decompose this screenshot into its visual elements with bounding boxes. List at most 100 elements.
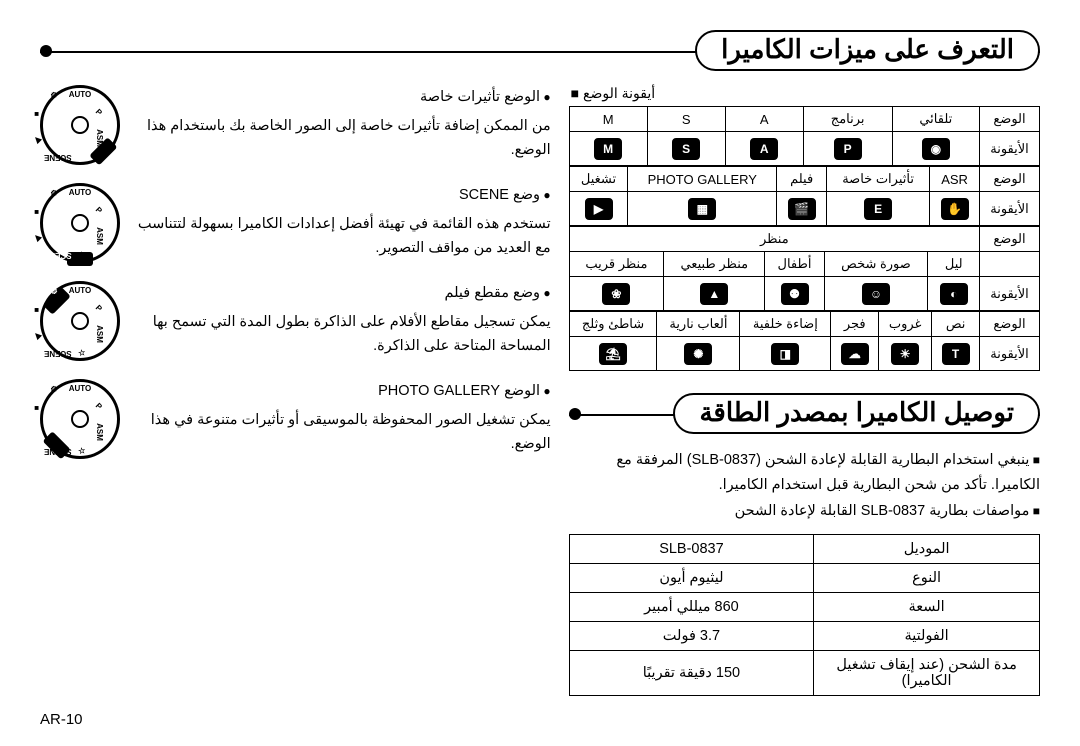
mode-block: AUTOPASM☆SCENE▶■⚙ الوضع تأثيرات خاصة من ال… xyxy=(40,85,551,165)
spec-value: 3.7 فولت xyxy=(569,622,814,651)
mode-title: الوضع تأثيرات خاصة xyxy=(134,85,551,110)
mode-icon: T xyxy=(942,343,970,365)
mode-icon: ⚉ xyxy=(781,283,809,305)
power-notes: ينبغي استخدام البطارية القابلة لإعادة ال… xyxy=(569,448,1040,524)
row-label-mode: الوضع xyxy=(980,312,1040,337)
mode-block: AUTOPASM☆SCENE▶■⚙ وضع SCENE تستخدم هذه الق… xyxy=(40,183,551,263)
mode-body: يمكن تشغيل الصور المحفوظة بالموسيقى أو ت… xyxy=(151,412,551,453)
spec-value: ليثيوم أيون xyxy=(569,564,814,593)
spec-key: النوع xyxy=(814,564,1040,593)
mode-name-cell: نص xyxy=(932,312,980,337)
mode-name-cell: ألعاب نارية xyxy=(657,312,740,337)
mode-title: وضع SCENE xyxy=(134,183,551,208)
mode-icon: ◉ xyxy=(922,138,950,160)
spec-key: الفولتية xyxy=(814,622,1040,651)
mode-dial-icon: AUTOPASM☆SCENE▶■⚙ xyxy=(40,281,120,361)
section-header-features: التعرف على ميزات الكاميرا xyxy=(40,30,1040,71)
mode-reference-tables: الوضعتلقائيبرنامجASMالأيقونة◉PASMالوضعAS… xyxy=(569,106,1040,371)
spec-value: 150 دقيقة تقريبًا xyxy=(569,651,814,696)
mode-name-cell: أطفال xyxy=(765,252,824,277)
mode-icon-cell: ▦ xyxy=(628,192,777,226)
mode-icon-cell: ◨ xyxy=(740,337,831,371)
mode-icon: ▶ xyxy=(585,198,613,220)
mode-icon: ✺ xyxy=(684,343,712,365)
mode-name-cell: إضاءة خلفية xyxy=(740,312,831,337)
mode-icon: ◨ xyxy=(771,343,799,365)
mode-text: الوضع PHOTO GALLERY يمكن تشغيل الصور المح… xyxy=(134,379,551,459)
mode-icon-cell: ▶ xyxy=(569,192,628,226)
header-dot xyxy=(40,45,52,57)
mode-name-cell: تأثيرات خاصة xyxy=(827,167,930,192)
left-column: أيقونة الوضع الوضعتلقائيبرنامجASMالأيقون… xyxy=(569,85,1040,696)
mode-body: تستخدم هذه القائمة في تهيئة أفضل إعدادات… xyxy=(138,216,551,257)
mode-icon-cell: ❀ xyxy=(569,277,663,311)
section-header-power: توصيل الكاميرا بمصدر الطاقة xyxy=(569,393,1040,434)
header-dot xyxy=(569,408,581,420)
row-label-icon: الأيقونة xyxy=(980,277,1040,311)
power-note: مواصفات بطارية SLB-0837 القابلة لإعادة ا… xyxy=(569,499,1040,524)
mode-name-cell: برنامج xyxy=(803,107,892,132)
mode-text: وضع SCENE تستخدم هذه القائمة في تهيئة أفض… xyxy=(134,183,551,263)
mode-icon: 🎬 xyxy=(788,198,816,220)
mode-icon-cell: ✺ xyxy=(657,337,740,371)
mode-dial-icon: AUTOPASM☆SCENE▶■⚙ xyxy=(40,183,120,263)
mode-title: الوضع PHOTO GALLERY xyxy=(134,379,551,404)
row-label-mode: الوضع xyxy=(980,167,1040,192)
mode-ref-table: الوضعتلقائيبرنامجASMالأيقونة◉PASM xyxy=(569,106,1040,166)
mode-icon: ⛱ xyxy=(599,343,627,365)
section-title-features: التعرف على ميزات الكاميرا xyxy=(695,30,1040,71)
mode-name-cell: تشغيل xyxy=(569,167,628,192)
mode-name-cell: تلقائي xyxy=(892,107,979,132)
mode-name-cell: ليل xyxy=(928,252,980,277)
mode-dial-icon: AUTOPASM☆SCENE▶■⚙ xyxy=(40,379,120,459)
mode-icon-cell: ⚉ xyxy=(765,277,824,311)
mode-name-cell: صورة شخص xyxy=(824,252,928,277)
mode-icon: ✋ xyxy=(941,198,969,220)
mode-title: وضع مقطع فيلم xyxy=(134,281,551,306)
mode-dial-icon: AUTOPASM☆SCENE▶■⚙ xyxy=(40,85,120,165)
mode-icon: ▲ xyxy=(700,283,728,305)
mode-icon: ☀ xyxy=(891,343,919,365)
row-label-mode: الوضع xyxy=(980,107,1040,132)
spec-key: السعة xyxy=(814,593,1040,622)
spec-key: مدة الشحن (عند إيقاف تشغيل الكاميرا) xyxy=(814,651,1040,696)
mode-ref-table: الوضعنصغروبفجرإضاءة خلفيةألعاب ناريةشاطئ… xyxy=(569,311,1040,371)
spec-key: الموديل xyxy=(814,535,1040,564)
ref-table-label: أيقونة الوضع xyxy=(571,85,1040,102)
mode-name-cell: فجر xyxy=(831,312,879,337)
mode-icon: P xyxy=(834,138,862,160)
mode-name-cell: شاطئ وثلج xyxy=(569,312,657,337)
mode-ref-table: الوضعمنظرليلصورة شخصأطفالمنظر طبيعيمنظر … xyxy=(569,226,1040,311)
mode-name-cell: غروب xyxy=(879,312,932,337)
row-label-icon: الأيقونة xyxy=(980,192,1040,226)
mode-icon-cell: ▲ xyxy=(664,277,765,311)
mode-name-cell: منظر طبيعي xyxy=(664,252,765,277)
mode-body: من الممكن إضافة تأثيرات خاصة إلى الصور ا… xyxy=(147,118,551,159)
section-title-power: توصيل الكاميرا بمصدر الطاقة xyxy=(673,393,1040,434)
mode-icon-cell: T xyxy=(932,337,980,371)
mode-icon-cell: ✋ xyxy=(930,192,980,226)
spec-value: SLB-0837 xyxy=(569,535,814,564)
mode-icon-cell: A xyxy=(725,132,803,166)
mode-icon: ▦ xyxy=(688,198,716,220)
mode-icon-cell: 🎬 xyxy=(777,192,827,226)
mode-icon: A xyxy=(750,138,778,160)
mode-name-cell: S xyxy=(647,107,725,132)
mode-icon: ❀ xyxy=(602,283,630,305)
mode-name-cell: PHOTO GALLERY xyxy=(628,167,777,192)
mode-name-cell: فيلم xyxy=(777,167,827,192)
mode-icon: S xyxy=(672,138,700,160)
mode-icon-cell: P xyxy=(803,132,892,166)
mode-icon: E xyxy=(864,198,892,220)
mode-icon-cell: ☀ xyxy=(879,337,932,371)
mode-icon-cell: S xyxy=(647,132,725,166)
mode-icon-cell: ◉ xyxy=(892,132,979,166)
power-note: ينبغي استخدام البطارية القابلة لإعادة ال… xyxy=(569,448,1040,499)
page-number: AR-10 xyxy=(40,711,83,728)
mode-icon-cell: ☺ xyxy=(824,277,928,311)
mode-icon-cell: ☁ xyxy=(831,337,879,371)
mode-ref-table: الوضعASRتأثيرات خاصةفيلمPHOTO GALLERYتشغ… xyxy=(569,166,1040,226)
row-label-mode: الوضع xyxy=(980,227,1040,252)
mode-name-cell: منظر قريب xyxy=(569,252,663,277)
mode-name-cell: M xyxy=(569,107,647,132)
